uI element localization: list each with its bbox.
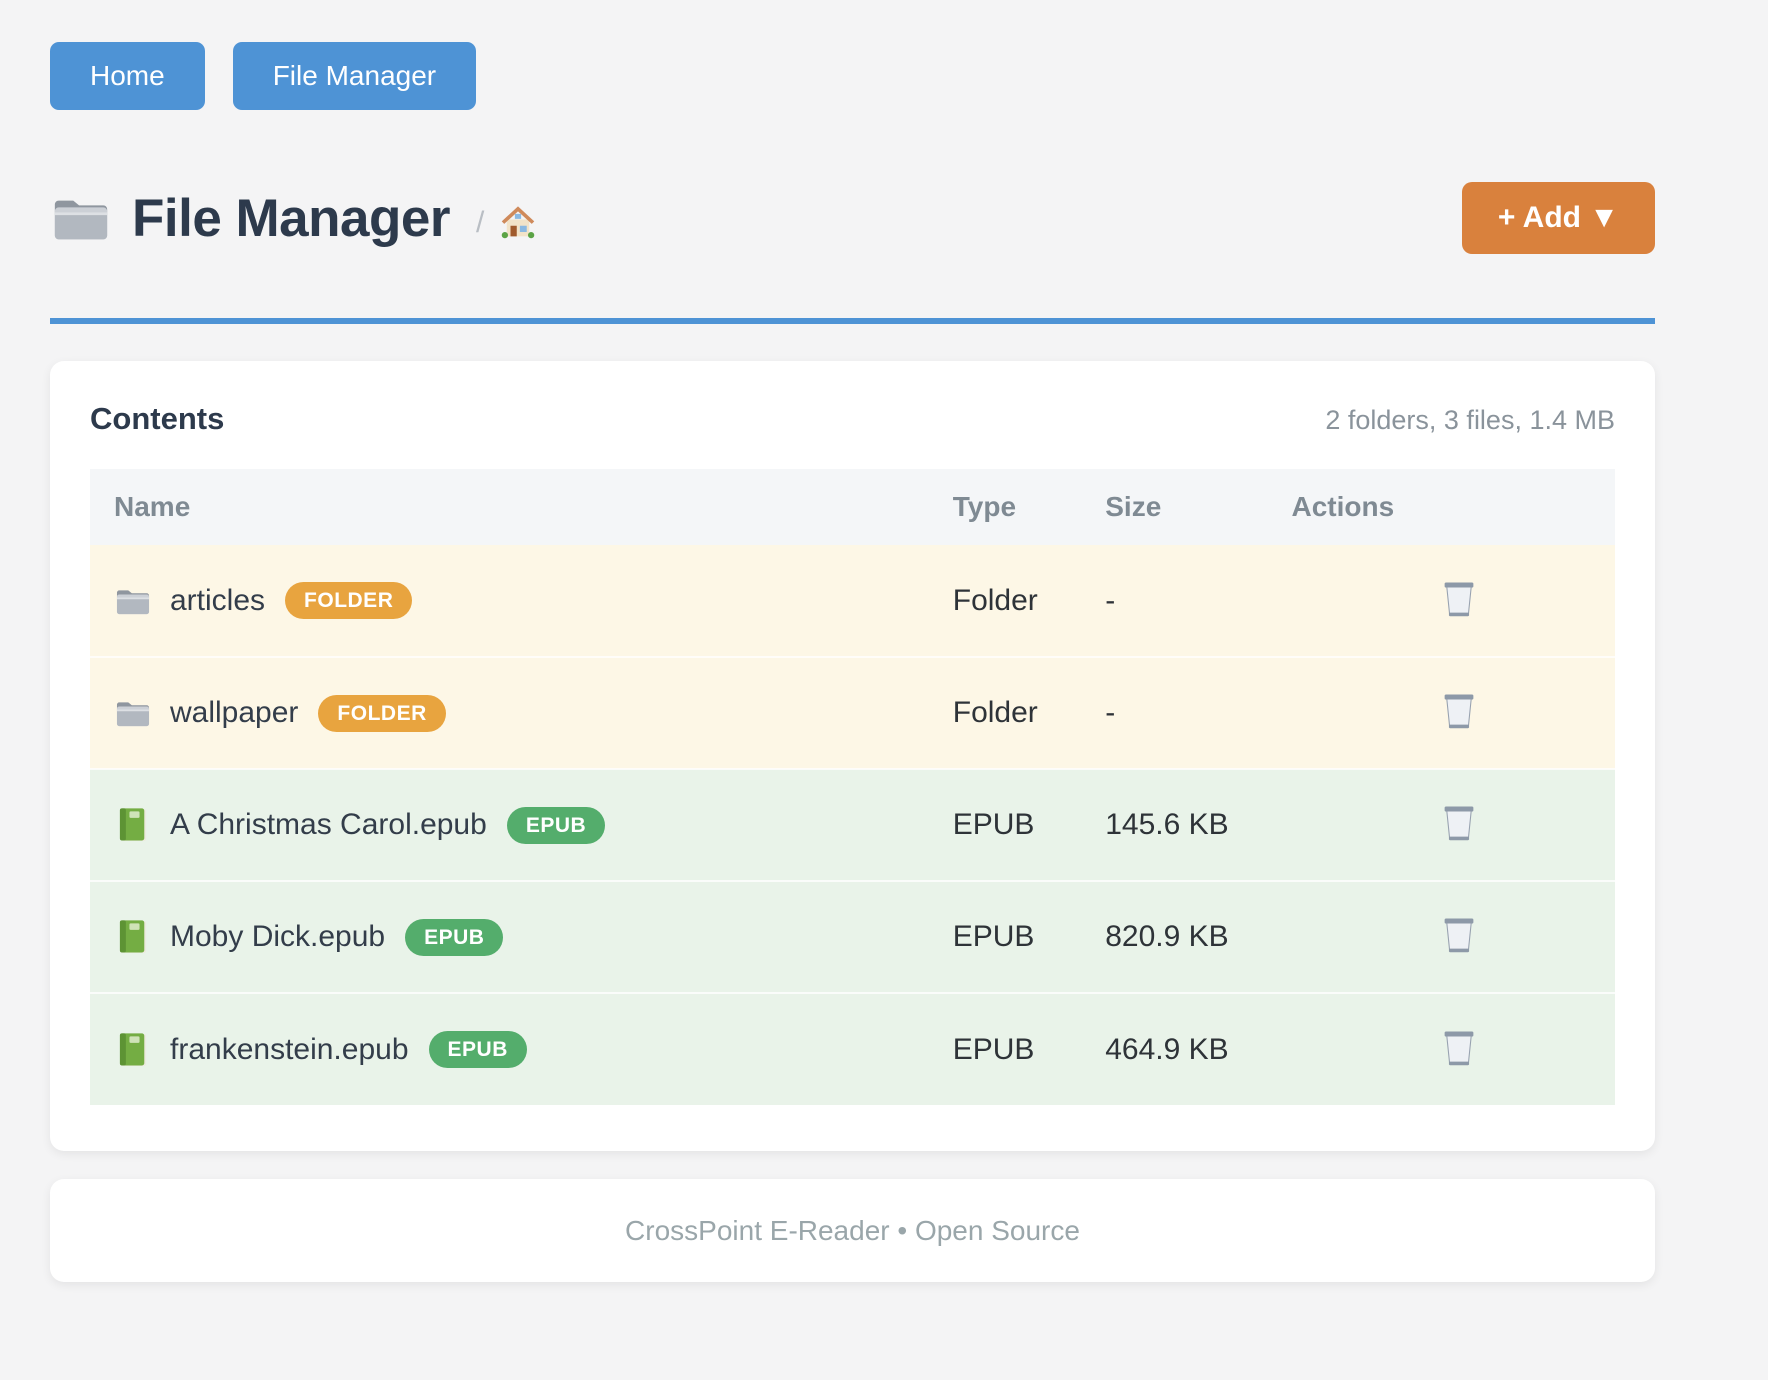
table-row: wallpaper FOLDER Folder - [90,656,1615,769]
folder-icon [50,187,112,249]
item-name[interactable]: articles [170,583,266,617]
item-name[interactable]: frankenstein.epub [170,1032,409,1066]
item-badge: EPUB [428,1031,527,1068]
file-manager-button[interactable]: File Manager [232,42,477,110]
trash-icon [1436,800,1482,846]
contents-card: Contents 2 folders, 3 files, 1.4 MB Name… [50,361,1655,1151]
contents-card-header: Contents 2 folders, 3 files, 1.4 MB [90,401,1615,437]
delete-button[interactable] [1432,684,1486,738]
top-nav: Home File Manager [50,42,1655,110]
home-button[interactable]: Home [50,42,205,110]
trash-icon [1436,1025,1482,1071]
table-header-row: Name Type Size Actions [90,469,1615,545]
trash-icon [1436,576,1482,622]
column-header-name: Name [90,469,929,545]
file-table: Name Type Size Actions articles FOLDER F… [90,469,1615,1105]
house-icon[interactable] [498,202,538,242]
table-row: articles FOLDER Folder - [90,545,1615,657]
delete-button[interactable] [1432,908,1486,962]
item-badge: FOLDER [318,694,446,732]
item-badge: FOLDER [285,582,413,619]
footer-card: CrossPoint E-Reader • Open Source [50,1179,1655,1282]
table-row: A Christmas Carol.epub EPUB EPUB 145.6 K… [90,768,1615,881]
column-header-actions: Actions [1279,469,1615,545]
column-header-type: Type [928,469,1082,545]
row-type-icon [114,806,152,844]
page-title: File Manager [132,188,450,248]
page: Home File Manager File Manager / + Add ▼… [50,0,1655,1282]
table-row: Moby Dick.epub EPUB EPUB 820.9 KB [90,880,1615,993]
item-name[interactable]: wallpaper [170,696,299,729]
item-size: 820.9 KB [1081,880,1280,993]
row-type-icon [114,1031,152,1069]
item-type: Folder [928,656,1082,769]
page-header: File Manager / + Add ▼ [50,182,1655,254]
item-name[interactable]: A Christmas Carol.epub [170,808,487,841]
item-type: EPUB [928,880,1082,993]
item-size: - [1081,656,1280,769]
contents-heading: Contents [90,401,225,436]
row-type-icon [114,582,152,620]
item-size: 145.6 KB [1081,768,1280,881]
item-type: EPUB [928,992,1082,1105]
add-button[interactable]: + Add ▼ [1461,182,1655,254]
item-type: Folder [928,545,1082,657]
delete-button[interactable] [1432,796,1486,850]
column-header-size: Size [1081,469,1280,545]
trash-icon [1436,688,1482,734]
item-size: - [1081,545,1280,657]
item-badge: EPUB [405,918,504,956]
title-divider [50,318,1655,324]
table-row: frankenstein.epub EPUB EPUB 464.9 KB [90,992,1615,1105]
trash-icon [1436,912,1482,958]
row-type-icon [114,694,152,732]
item-name[interactable]: Moby Dick.epub [170,920,386,953]
contents-summary: 2 folders, 3 files, 1.4 MB [1325,405,1615,435]
delete-button[interactable] [1432,1021,1486,1075]
item-badge: EPUB [506,806,606,844]
item-type: EPUB [928,768,1082,881]
footer-text: CrossPoint E-Reader • Open Source [625,1214,1080,1246]
item-size: 464.9 KB [1081,992,1280,1105]
breadcrumb-separator: / [475,206,485,239]
row-type-icon [114,918,152,956]
delete-button[interactable] [1432,572,1486,626]
